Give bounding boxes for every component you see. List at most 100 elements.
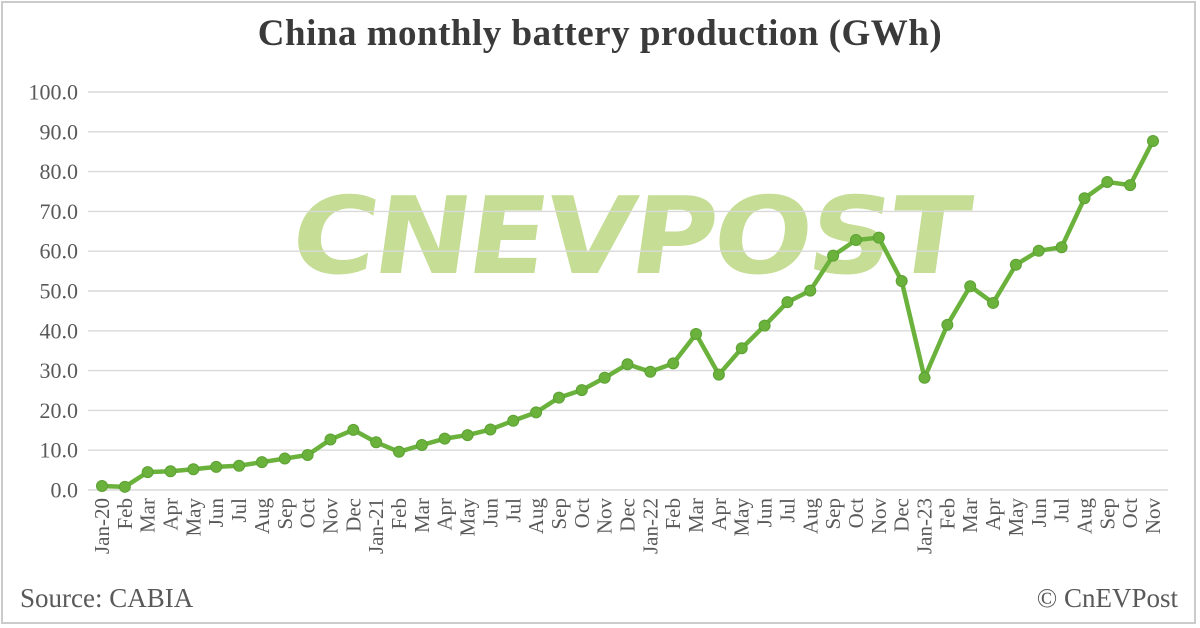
data-point: [233, 459, 246, 472]
x-tick-label: Oct: [1118, 498, 1142, 528]
x-tick-label: Mar: [958, 498, 982, 533]
y-tick-label: 30.0: [40, 358, 79, 383]
y-tick-label: 50.0: [40, 279, 79, 304]
x-tick-label: Sep: [273, 498, 297, 530]
x-tick-label: Nov: [867, 498, 891, 535]
y-tick-label: 70.0: [40, 199, 79, 224]
data-point: [1124, 179, 1137, 192]
y-tick-label: 40.0: [40, 318, 79, 343]
x-tick-label: Feb: [113, 498, 137, 530]
x-tick-label: Dec: [341, 498, 365, 532]
data-point: [758, 319, 771, 332]
data-point: [781, 296, 794, 309]
data-point: [255, 456, 268, 469]
data-point: [690, 327, 703, 340]
x-tick-label: Apr: [981, 498, 1005, 531]
x-tick-label: May: [730, 498, 754, 537]
copyright-label: © CnEVPost: [1036, 583, 1178, 613]
data-point: [1032, 244, 1045, 257]
data-point: [370, 436, 383, 449]
data-point: [438, 432, 451, 445]
y-tick-label: 10.0: [40, 438, 79, 463]
source-label: Source: CABIA: [20, 583, 194, 613]
x-tick-label: Mar: [684, 498, 708, 533]
x-tick-label: May: [456, 498, 480, 537]
x-tick-label: Apr: [707, 498, 731, 531]
data-point: [552, 391, 565, 404]
data-point: [141, 466, 154, 479]
x-tick-label: Aug: [1072, 498, 1096, 535]
data-point: [324, 433, 337, 446]
data-point: [918, 371, 931, 384]
y-tick-label: 100.0: [29, 80, 79, 105]
data-point: [1147, 134, 1159, 147]
y-tick-label: 0.0: [51, 478, 79, 503]
x-tick-label: Feb: [935, 498, 959, 530]
x-tick-label: Jul: [1050, 498, 1074, 523]
data-point: [1101, 175, 1114, 188]
x-tick-label: Aug: [798, 498, 822, 535]
x-tick-label: Jul: [501, 498, 525, 523]
x-tick-label: Jul: [775, 498, 799, 523]
x-tick-label: Apr: [159, 498, 183, 531]
x-tick-label: Nov: [593, 498, 617, 535]
data-point: [804, 284, 817, 297]
data-point: [1078, 192, 1091, 205]
x-tick-label: Jun: [1027, 498, 1051, 528]
x-tick-label: Mar: [136, 498, 160, 533]
x-tick-label: Jun: [478, 498, 502, 528]
data-point: [621, 358, 634, 371]
data-point: [507, 414, 520, 427]
data-point: [118, 480, 131, 493]
x-tick-label: Oct: [570, 498, 594, 528]
data-point: [415, 439, 428, 452]
data-point: [941, 318, 954, 331]
data-point: [895, 275, 908, 288]
x-tick-label: May: [1004, 498, 1028, 537]
data-point: [210, 460, 223, 473]
data-point: [484, 423, 497, 436]
y-tick-label: 80.0: [40, 159, 79, 184]
data-point: [964, 280, 977, 293]
data-point: [735, 342, 748, 355]
y-tick-label: 90.0: [40, 119, 79, 144]
x-tick-label: Nov: [318, 498, 342, 535]
x-tick-label: Jun: [753, 498, 777, 528]
data-point: [1009, 258, 1022, 271]
x-tick-label: Dec: [616, 498, 640, 532]
data-point: [301, 448, 314, 461]
data-point: [872, 231, 885, 244]
data-point: [347, 423, 360, 436]
x-tick-label: Jan-21: [364, 498, 388, 554]
x-tick-label: Feb: [661, 498, 685, 530]
data-point: [598, 371, 611, 384]
data-point: [667, 357, 680, 370]
x-tick-label: Oct: [296, 498, 320, 528]
x-tick-label: Dec: [890, 498, 914, 532]
data-point: [1055, 241, 1068, 254]
x-tick-label: May: [181, 498, 205, 537]
data-point: [530, 406, 543, 419]
y-tick-label: 60.0: [40, 239, 79, 264]
series-line: [99, 138, 1156, 490]
data-point: [187, 463, 200, 476]
data-point: [575, 384, 588, 397]
x-tick-label: Jan-23: [913, 498, 937, 554]
x-tick-label: Jun: [204, 498, 228, 528]
data-point: [987, 296, 1000, 309]
x-tick-label: Sep: [821, 498, 845, 530]
x-tick-label: Oct: [844, 498, 868, 528]
x-tick-label: Jan-20: [90, 498, 114, 554]
data-point: [712, 368, 725, 381]
x-tick-label: Apr: [433, 498, 457, 531]
x-tick-label: Nov: [1141, 498, 1165, 535]
x-tick-label: Feb: [387, 498, 411, 530]
x-tick-label: Jul: [227, 498, 251, 523]
x-tick-label: Sep: [547, 498, 571, 530]
data-point: [827, 249, 840, 262]
data-point: [461, 429, 474, 442]
data-point: [644, 365, 657, 378]
data-point: [96, 480, 108, 493]
